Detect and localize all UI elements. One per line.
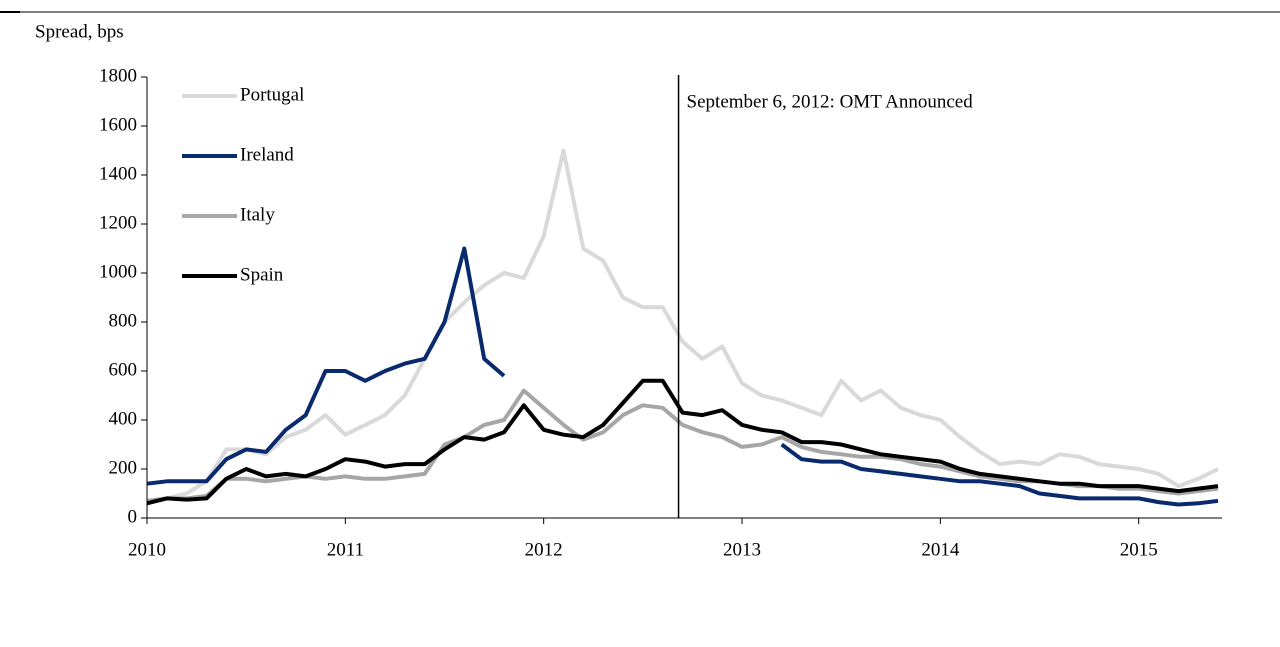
legend-label: Italy <box>240 204 275 225</box>
y-tick-label: 800 <box>109 310 138 331</box>
y-tick-label: 600 <box>109 359 138 380</box>
y-tick-label: 1400 <box>99 163 137 184</box>
y-tick-label: 1000 <box>99 261 137 282</box>
legend-label: Spain <box>240 264 284 285</box>
x-tick-label: 2011 <box>327 539 364 560</box>
x-tick-label: 2014 <box>921 539 960 560</box>
y-tick-label: 200 <box>109 457 138 478</box>
y-tick-label: 400 <box>109 408 138 429</box>
y-tick-label: 0 <box>128 506 138 527</box>
y-tick-label: 1200 <box>99 212 137 233</box>
legend-label: Portugal <box>240 84 304 105</box>
x-tick-label: 2013 <box>723 539 761 560</box>
x-tick-label: 2015 <box>1120 539 1158 560</box>
series-line <box>146 246 1219 507</box>
legend-label: Ireland <box>240 144 294 165</box>
series-line <box>146 378 1219 506</box>
x-tick-label: 2012 <box>525 539 563 560</box>
y-tick-label: 1800 <box>99 65 137 86</box>
series-line <box>146 148 1219 503</box>
y-axis-label: Spread, bps <box>35 21 124 42</box>
y-tick-label: 1600 <box>99 114 137 135</box>
annotation-text: September 6, 2012: OMT Announced <box>687 91 974 112</box>
x-tick-label: 2010 <box>128 539 166 560</box>
